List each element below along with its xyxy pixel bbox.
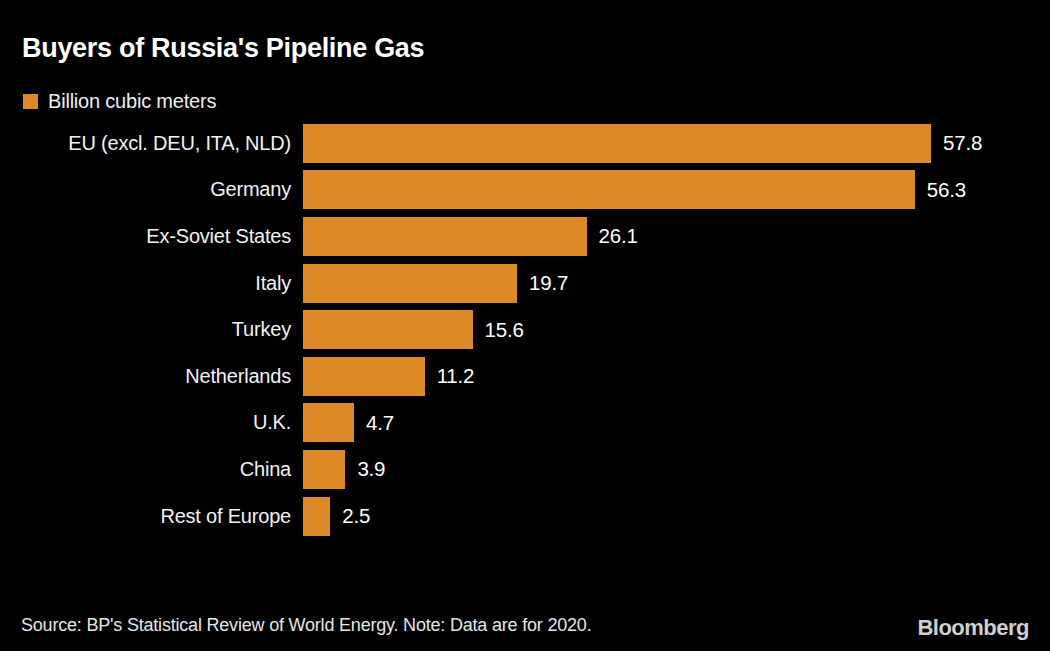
value-label: 11.2	[437, 364, 475, 388]
bloomberg-logo: Bloomberg	[917, 615, 1029, 641]
chart-row: Italy 19.7	[0, 260, 1050, 307]
bar	[303, 450, 345, 489]
category-label: China	[0, 458, 303, 481]
chart-row: China 3.9	[0, 446, 1050, 493]
bar	[303, 403, 354, 442]
value-label: 57.8	[943, 131, 982, 155]
value-label: 15.6	[485, 318, 524, 342]
bar	[303, 357, 425, 396]
bar	[303, 310, 473, 349]
bar	[303, 217, 587, 256]
bar	[303, 124, 931, 163]
category-label: U.K.	[0, 411, 303, 434]
chart-row: Ex-Soviet States 26.1	[0, 213, 1050, 260]
chart-row: Turkey 15.6	[0, 306, 1050, 353]
bar	[303, 170, 915, 209]
category-label: Netherlands	[0, 365, 303, 388]
page-title: Buyers of Russia's Pipeline Gas	[22, 33, 424, 64]
chart-row: Rest of Europe 2.5	[0, 493, 1050, 540]
chart-row: Germany 56.3	[0, 167, 1050, 214]
value-label: 26.1	[599, 224, 638, 248]
category-label: Turkey	[0, 318, 303, 341]
category-label: EU (excl. DEU, ITA, NLD)	[0, 132, 303, 155]
value-label: 56.3	[927, 178, 966, 202]
value-label: 2.5	[342, 504, 370, 528]
category-label: Ex-Soviet States	[0, 225, 303, 248]
value-label: 3.9	[357, 457, 385, 481]
value-label: 19.7	[529, 271, 568, 295]
category-label: Italy	[0, 272, 303, 295]
bar-chart: EU (excl. DEU, ITA, NLD) 57.8 Germany 56.3 E…	[0, 120, 1050, 539]
legend-label: Billion cubic meters	[48, 90, 216, 113]
chart-canvas: Buyers of Russia's Pipeline Gas Billion …	[0, 0, 1050, 651]
chart-row: U.K. 4.7	[0, 400, 1050, 447]
source-note: Source: BP's Statistical Review of World…	[21, 615, 591, 636]
bar	[303, 497, 330, 536]
legend: Billion cubic meters	[23, 90, 216, 113]
value-label: 4.7	[366, 411, 394, 435]
chart-row: Netherlands 11.2	[0, 353, 1050, 400]
category-label: Rest of Europe	[0, 505, 303, 528]
chart-row: EU (excl. DEU, ITA, NLD) 57.8	[0, 120, 1050, 167]
category-label: Germany	[0, 178, 303, 201]
bar	[303, 264, 517, 303]
legend-swatch-icon	[23, 94, 38, 109]
